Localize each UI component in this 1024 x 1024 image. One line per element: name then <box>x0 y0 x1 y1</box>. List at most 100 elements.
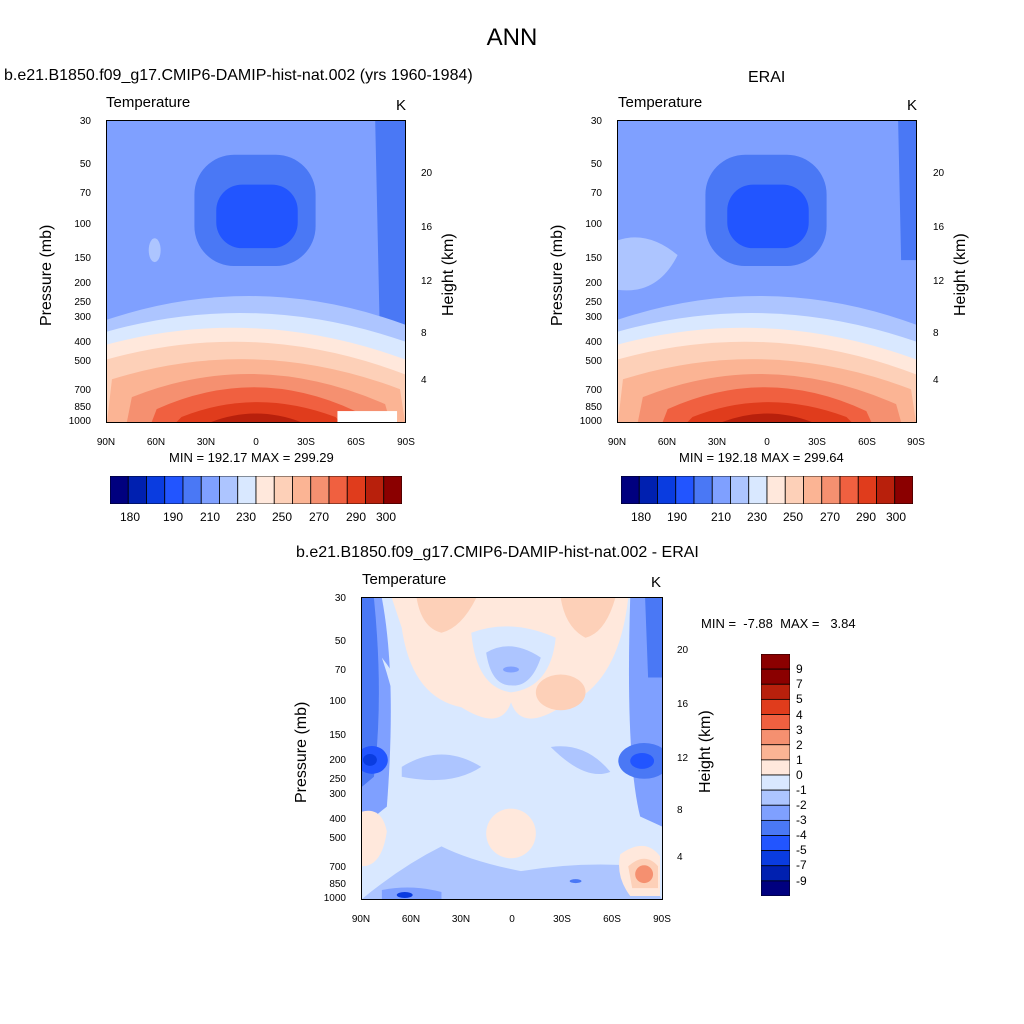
x-tick: 60N <box>146 437 166 448</box>
colorbar-label: 210 <box>199 510 221 524</box>
colorbar-swatch <box>894 475 914 505</box>
x-tick: 30N <box>196 437 216 448</box>
colorbar-swatch <box>760 683 791 700</box>
colorbar-swatch <box>383 475 403 505</box>
panel-3-plot <box>361 597 663 900</box>
y-tick: 200 <box>329 755 346 766</box>
y-tick: 300 <box>585 312 602 323</box>
y-tick: 1000 <box>68 416 91 427</box>
x-tick: 30S <box>553 914 571 925</box>
colorbar-swatch <box>146 475 166 505</box>
x-tick: 60S <box>347 437 365 448</box>
panel-2-plot <box>617 120 917 423</box>
y-tick: 500 <box>585 356 602 367</box>
colorbar-label: 230 <box>746 510 768 524</box>
colorbar-swatch <box>273 475 293 505</box>
panel-1-ylabel: Pressure (mb) <box>38 224 55 326</box>
colorbar-swatch <box>760 653 791 670</box>
colorbar-label: 190 <box>666 510 688 524</box>
colorbar-swatch <box>328 475 348 505</box>
y-tick: 1000 <box>579 416 602 427</box>
y-tick: 250 <box>74 297 91 308</box>
y-tick: 100 <box>585 219 602 230</box>
colorbar-swatch <box>857 475 877 505</box>
colorbar-swatch <box>620 475 640 505</box>
y-tick: 30 <box>334 593 346 604</box>
x-tick: 90N <box>96 437 116 448</box>
colorbar-label: 270 <box>819 510 841 524</box>
y-tick: 50 <box>79 159 91 170</box>
y-tick: 200 <box>74 278 91 289</box>
panel-3-ylabel: Pressure (mb) <box>293 701 310 803</box>
colorbar-swatch <box>219 475 239 505</box>
colorbar-swatch <box>638 475 658 505</box>
colorbar-swatch <box>760 865 791 882</box>
y-tick: 500 <box>329 833 346 844</box>
y-tick: 850 <box>329 879 346 890</box>
colorbar-swatch <box>760 880 791 897</box>
colorbar-label: 9 <box>796 662 803 676</box>
colorbar-swatch <box>821 475 841 505</box>
y-tick: 150 <box>329 730 346 741</box>
x-tick: 30N <box>707 437 727 448</box>
x-tick: 90N <box>351 914 371 925</box>
colorbar-label: 250 <box>271 510 293 524</box>
colorbar-swatch <box>693 475 713 505</box>
x-tick: 0 <box>509 914 515 925</box>
colorbar-label: -9 <box>796 874 807 888</box>
y-tick: 50 <box>590 159 602 170</box>
colorbar-swatch <box>839 475 859 505</box>
y-tick: 850 <box>585 402 602 413</box>
y-tick: 300 <box>74 312 91 323</box>
colorbar-swatch <box>760 850 791 867</box>
y-tick: 700 <box>329 862 346 873</box>
panel-1-ylabel-right: Height (km) <box>440 233 457 316</box>
colorbar-swatch <box>760 835 791 852</box>
panel-1-colorbar-swatches <box>109 475 403 505</box>
colorbar-swatch <box>760 668 791 685</box>
y-tick: 200 <box>585 278 602 289</box>
panel-1-variable: Temperature <box>106 94 191 111</box>
y-right-tick: 8 <box>677 805 683 816</box>
colorbar-swatch <box>760 744 791 761</box>
y-tick: 400 <box>74 337 91 348</box>
colorbar-swatch <box>876 475 896 505</box>
colorbar-swatch <box>657 475 677 505</box>
colorbar-swatch <box>760 774 791 791</box>
colorbar-label: 250 <box>782 510 804 524</box>
colorbar-label: 300 <box>885 510 907 524</box>
colorbar-label: -3 <box>796 813 807 827</box>
y-tick: 400 <box>329 814 346 825</box>
x-tick: 60S <box>858 437 876 448</box>
colorbar-label: 2 <box>796 738 803 752</box>
colorbar-label: -5 <box>796 843 807 857</box>
panel-1-units: K <box>396 97 407 114</box>
colorbar-swatch <box>292 475 312 505</box>
colorbar-label: 180 <box>630 510 652 524</box>
x-tick: 60S <box>603 914 621 925</box>
y-tick: 150 <box>585 253 602 264</box>
colorbar-swatch <box>760 804 791 821</box>
colorbar-label: 290 <box>855 510 877 524</box>
panel-1-plot <box>106 120 406 423</box>
colorbar-swatch <box>310 475 330 505</box>
main-title: ANN <box>486 24 538 51</box>
y-tick: 700 <box>74 385 91 396</box>
colorbar-label: 0 <box>796 768 803 782</box>
x-tick: 90S <box>907 437 925 448</box>
y-tick: 300 <box>329 789 346 800</box>
panel-3-colorbar <box>760 653 791 897</box>
panel-2-units: K <box>907 97 918 114</box>
y-right-tick: 16 <box>421 222 433 233</box>
panel-1-contour <box>107 121 405 422</box>
y-right-tick: 20 <box>677 645 689 656</box>
colorbar-swatch <box>803 475 823 505</box>
panel-2-variable: Temperature <box>618 94 703 111</box>
panel-2-ylabel-right: Height (km) <box>952 233 969 316</box>
y-right-tick: 4 <box>421 375 427 386</box>
y-tick: 250 <box>329 774 346 785</box>
y-tick: 700 <box>585 385 602 396</box>
y-right-tick: 20 <box>421 168 433 179</box>
x-tick: 60N <box>401 914 421 925</box>
colorbar-label: 180 <box>119 510 141 524</box>
